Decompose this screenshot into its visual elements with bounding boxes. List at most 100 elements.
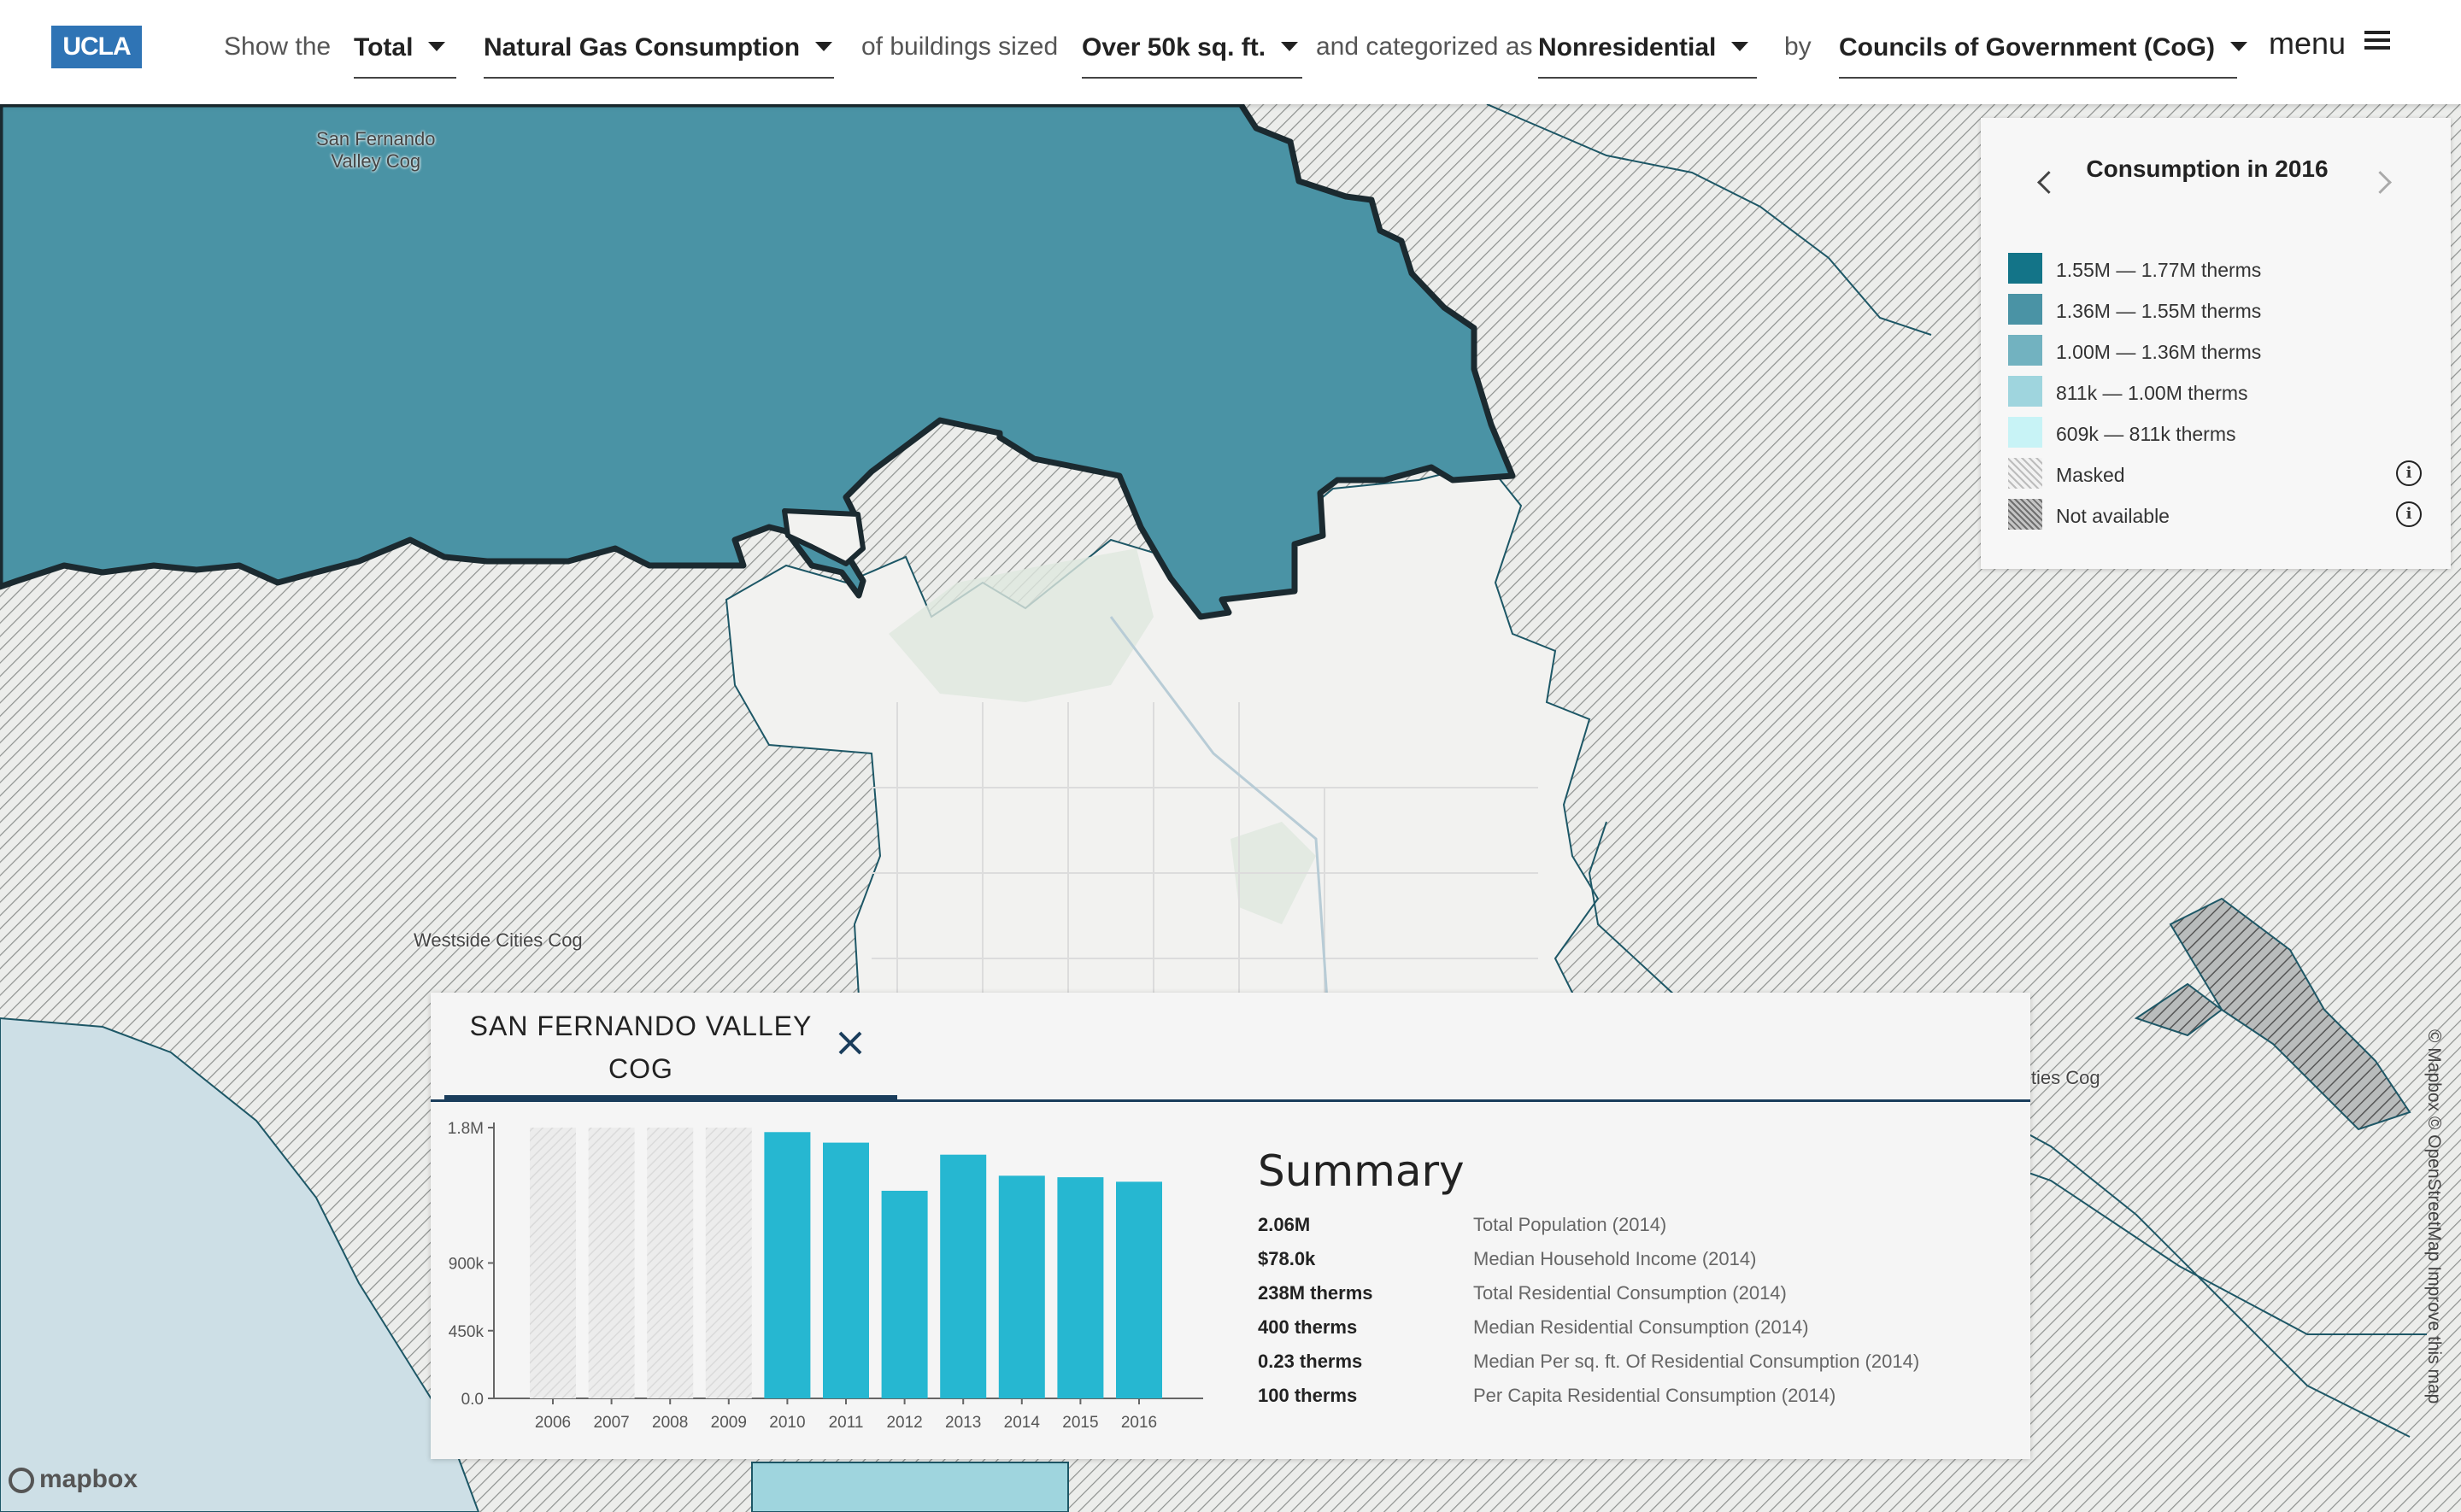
legend-item-label: 609k — 811k therms (2056, 423, 2236, 445)
geography-dropdown[interactable]: Councils of Government (CoG) (1839, 26, 2248, 79)
masked-bar (530, 1128, 576, 1398)
summary-value: 2.06M (1258, 1214, 1311, 1235)
summary-label: Median Household Income (2014) (1473, 1248, 1757, 1269)
summary-value: 238M therms (1258, 1282, 1373, 1304)
summary-label: Per Capita Residential Consumption (2014… (1473, 1385, 1836, 1406)
legend-swatch (2008, 458, 2042, 489)
chevron-down-icon (815, 41, 833, 51)
summary-value: 400 therms (1258, 1316, 1358, 1338)
summary-row: 2.06M Total Population (2014) (1258, 1208, 2010, 1242)
size-dropdown[interactable]: Over 50k sq. ft. (1082, 26, 1302, 79)
masked-bar (647, 1128, 694, 1398)
legend-swatch (2008, 253, 2042, 284)
ocean (0, 1017, 480, 1512)
x-tick-label: 2013 (945, 1414, 981, 1432)
map-label-sfv-text: San Fernando Valley Cog (316, 128, 436, 172)
y-tick-label: 900k (449, 1256, 485, 1274)
x-tick-label: 2009 (711, 1414, 747, 1432)
not-available-region[interactable] (2134, 982, 2223, 1037)
legend-title: Consumption in 2016 (2086, 155, 2329, 182)
summary-value: 0.23 therms (1258, 1351, 1363, 1372)
data-bar (881, 1190, 928, 1398)
map-label-cities: ities Cog (2027, 1067, 2100, 1088)
by-text: by (1784, 32, 1812, 61)
mapbox-logo-text: mapbox (39, 1465, 138, 1493)
legend-item-label: 1.00M — 1.36M therms (2056, 341, 2262, 363)
summary-title: Summary (1258, 1146, 1465, 1196)
summary-label: Total Population (2014) (1473, 1214, 1667, 1235)
data-bar (1116, 1181, 1162, 1398)
legend-item-label: 1.36M — 1.55M therms (2056, 300, 2262, 322)
region-tab-title: SAN FERNANDO VALLEY COG (469, 1011, 813, 1084)
ucla-logo[interactable]: UCLA (51, 26, 142, 68)
data-bar (998, 1175, 1045, 1398)
x-tick-label: 2010 (769, 1414, 805, 1432)
summary-row: 238M therms Total Residential Consumption… (1258, 1276, 2010, 1310)
categorized-text: and categorized as (1316, 32, 1533, 61)
chevron-left-icon[interactable] (2037, 171, 2060, 194)
summary-row: 400 therms Median Residential Consumption… (1258, 1310, 2010, 1345)
summary-row: 100 therms Per Capita Residential Consump… (1258, 1379, 2010, 1413)
hamburger-icon (2364, 26, 2391, 54)
summary-label: Median Residential Consumption (2014) (1473, 1316, 1809, 1338)
y-tick-label: 1.8M (448, 1120, 484, 1138)
legend-item-label: Not available (2056, 505, 2170, 527)
legend-item-label: 1.55M — 1.77M therms (2056, 259, 2262, 281)
legend-swatch (2008, 499, 2042, 530)
summary-section: Summary 2.06M Total Population (2014) $78.… (1258, 1146, 2010, 1413)
x-tick-label: 2008 (652, 1414, 688, 1432)
summary-value: 100 therms (1258, 1385, 1358, 1406)
summary-label: Total Residential Consumption (2014) (1473, 1282, 1787, 1304)
summary-value: $78.0k (1258, 1248, 1316, 1269)
close-icon[interactable] (837, 1030, 863, 1056)
legend-panel: Consumption in 2016 1.55M — 1.77M therms… (1981, 118, 2451, 569)
measure-dropdown[interactable]: Total (354, 26, 456, 79)
legend-item-label: 811k — 1.00M therms (2056, 382, 2248, 404)
chevron-down-icon (428, 41, 446, 51)
legend-item-label: Masked (2056, 464, 2125, 486)
chevron-down-icon (2230, 41, 2248, 51)
summary-row: 0.23 therms Median Per sq. ft. Of Residen… (1258, 1345, 2010, 1379)
data-bar (940, 1154, 987, 1398)
x-tick-label: 2012 (886, 1414, 922, 1432)
summary-row: $78.0k Median Household Income (2014) (1258, 1242, 2010, 1276)
mapbox-logo[interactable]: mapbox (9, 1465, 138, 1494)
x-tick-label: 2007 (593, 1414, 629, 1432)
info-icon[interactable]: i (2396, 501, 2422, 527)
map-attribution-text: © Mapbox © OpenStreetMap Improve this ma… (2424, 1029, 2444, 1404)
map-label-westside: Westside Cities Cog (414, 929, 583, 951)
x-tick-label: 2016 (1121, 1414, 1157, 1432)
consumption-bar-chart: 0.0 450k 900k 1.8M 2006 2007 2008 2009 2010 2011 2… (448, 1120, 1203, 1432)
chevron-right-icon[interactable] (2369, 171, 2392, 194)
data-bar (1057, 1177, 1104, 1398)
fuel-dropdown-label: Natural Gas Consumption (484, 33, 801, 62)
region-detail-panel: SAN FERNANDO VALLEY COG 0.0 450k 900k 1.8M 2… (431, 993, 2030, 1459)
x-tick-label: 2011 (829, 1414, 864, 1432)
mapbox-icon (9, 1468, 34, 1494)
legend-swatch (2008, 335, 2042, 366)
legend-swatch (2008, 294, 2042, 325)
menu-label: menu (2269, 26, 2346, 61)
tab-divider (431, 1099, 2030, 1102)
not-available-region[interactable] (2169, 897, 2411, 1131)
chevron-down-icon (1281, 41, 1299, 51)
selected-region-san-fernando-valley[interactable] (0, 104, 1516, 620)
category-dropdown-label: Nonresidential (1538, 33, 1717, 62)
masked-bar (705, 1128, 752, 1398)
menu-button[interactable]: menu (2269, 26, 2391, 62)
low-consumption-region[interactable] (751, 1462, 1069, 1512)
data-bar (764, 1132, 811, 1398)
y-tick-label: 450k (449, 1323, 485, 1341)
enclave-region[interactable] (782, 508, 866, 566)
category-dropdown[interactable]: Nonresidential (1538, 26, 1757, 79)
tab-region[interactable]: SAN FERNANDO VALLEY COG (444, 993, 897, 1099)
size-dropdown-label: Over 50k sq. ft. (1082, 33, 1266, 62)
legend-swatch (2008, 376, 2042, 407)
fuel-dropdown[interactable]: Natural Gas Consumption (484, 26, 834, 79)
info-icon[interactable]: i (2396, 460, 2422, 486)
map-label-sfv: San Fernando Valley Cog (316, 128, 435, 173)
y-tick-label: 0.0 (461, 1391, 484, 1409)
map-attribution[interactable]: © Mapbox © OpenStreetMap Improve this ma… (2418, 1029, 2452, 1491)
summary-label: Median Per sq. ft. Of Residential Consum… (1473, 1351, 1920, 1372)
data-bar (823, 1142, 869, 1398)
